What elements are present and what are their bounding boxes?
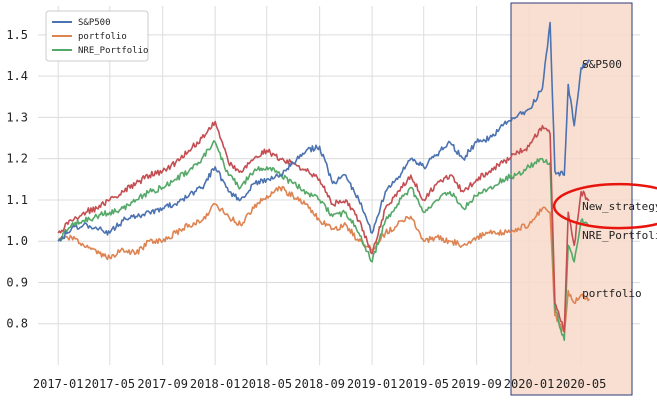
legend-label-portfolio: portfolio <box>78 32 127 42</box>
x-tick-label: 2017-01 <box>33 377 84 391</box>
series-line-portfolio <box>57 185 590 333</box>
x-tick-label: 2019-09 <box>451 377 502 391</box>
annotation-label: portfolio <box>582 287 642 300</box>
annotation-label: S&P500 <box>582 58 622 71</box>
x-tick-label: 2019-05 <box>398 377 449 391</box>
legend-label-sp500: S&P500 <box>78 18 111 28</box>
x-axis-ticks: 2017-01 2017-05 2017-09 2018-01 2018-05 2018-… <box>33 377 606 391</box>
x-tick-label: 2020-05 <box>556 377 607 391</box>
y-axis-ticks: 0.8 0.9 1.0 1.1 1.2 1.3 1.4 1.5 <box>6 28 28 331</box>
annotation-label: NRE_Portfolio <box>582 229 657 242</box>
y-tick-label: 1.3 <box>6 110 28 124</box>
x-tick-label: 2018-01 <box>190 377 241 391</box>
y-tick-label: 0.9 <box>6 275 28 289</box>
x-tick-label: 2017-05 <box>85 377 136 391</box>
y-tick-label: 1.2 <box>6 152 28 166</box>
y-tick-label: 1.5 <box>6 28 28 42</box>
x-tick-label: 2017-09 <box>137 377 188 391</box>
series-layer <box>57 21 591 341</box>
highlight-region <box>510 2 633 396</box>
annotations: S&P500 New_strategy NRE_Portfolio portfolio <box>582 58 657 300</box>
x-tick-label: 2019-01 <box>347 377 398 391</box>
x-tick-label: 2020-01 <box>504 377 555 391</box>
legend-label-nre: NRE_Portfolio <box>78 46 148 56</box>
series-line-sp500 <box>57 21 591 242</box>
y-tick-label: 1.1 <box>6 193 28 207</box>
series-line-new_strategy <box>57 120 590 333</box>
y-tick-label: 1.0 <box>6 234 28 248</box>
annotation-label: New_strategy <box>582 200 657 213</box>
legend-box <box>45 10 149 62</box>
legend: S&P500 portfolio NRE_Portfolio <box>45 10 149 62</box>
new-strategy-highlight-circle <box>552 182 657 230</box>
y-tick-label: 1.4 <box>6 69 28 83</box>
series-line-nre <box>57 140 590 341</box>
x-tick-label: 2018-09 <box>294 377 345 391</box>
y-tick-label: 0.8 <box>6 317 28 331</box>
x-tick-label: 2018-05 <box>241 377 292 391</box>
